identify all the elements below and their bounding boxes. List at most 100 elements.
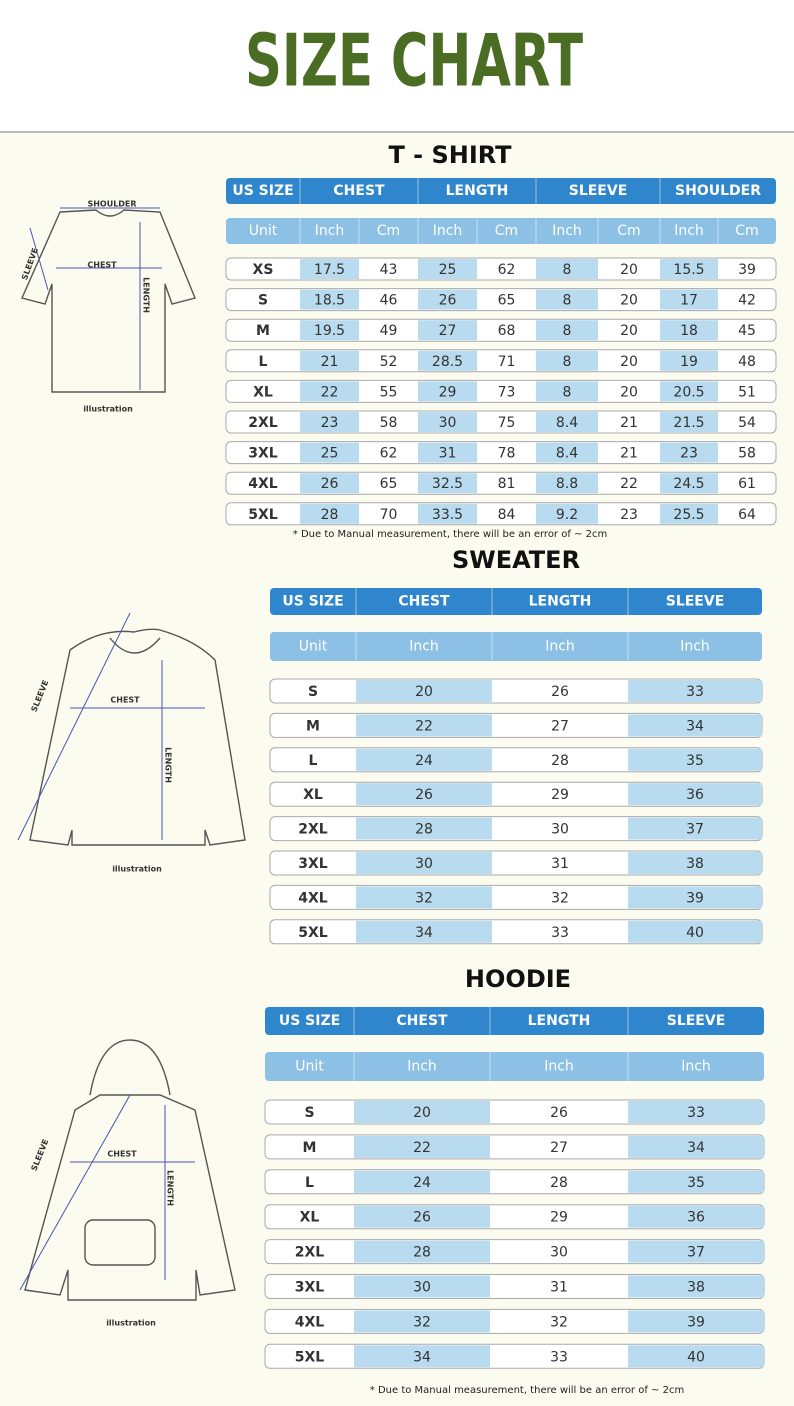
measurement-cell: 17 <box>680 293 698 309</box>
measurement-cell: 51 <box>738 384 756 400</box>
header-cell: US SIZE <box>282 594 343 610</box>
measurement-cell: 73 <box>498 384 516 400</box>
sweater-collar <box>109 637 161 654</box>
measurement-cell: 22 <box>620 476 638 492</box>
measurement-cell: 28 <box>550 1175 568 1191</box>
measurement-cell: 52 <box>380 354 398 370</box>
measurement-cell: 35 <box>687 1175 705 1191</box>
shaded-cell <box>300 289 359 310</box>
shaded-cell <box>628 1135 764 1158</box>
shaded-cell <box>628 714 762 737</box>
shaded-cell <box>660 412 718 432</box>
measurement-cell: 9.2 <box>556 507 578 523</box>
shaded-cell <box>356 817 492 840</box>
measurement-cell: 40 <box>687 1349 705 1365</box>
measurement-cell: 24 <box>413 1175 431 1191</box>
measurement-note: * Due to Manual measurement, there will … <box>293 529 607 540</box>
measurement-cell: 31 <box>550 1280 568 1296</box>
unit-row <box>265 1052 764 1081</box>
header-cell: LENGTH <box>528 1013 591 1029</box>
size-label: XL <box>300 1210 320 1226</box>
measurement-cell: 39 <box>687 1314 705 1330</box>
shaded-cell <box>356 680 492 702</box>
header-cell: LENGTH <box>446 183 509 199</box>
shaded-cell <box>418 289 477 310</box>
tshirt-outline <box>21 209 196 393</box>
measurement-cell: 23 <box>620 507 638 523</box>
measurement-cell: 39 <box>686 890 704 906</box>
measurement-cell: 29 <box>550 1210 568 1226</box>
measurement-cell: 21.5 <box>673 415 704 431</box>
measurement-cell: 22 <box>413 1140 431 1156</box>
unit-cell: Inch <box>552 223 582 239</box>
measurement-cell: 71 <box>498 354 516 370</box>
measurement-cell: 75 <box>498 415 516 431</box>
measurement-cell: 34 <box>686 718 704 734</box>
shaded-cell <box>356 886 492 909</box>
measurement-cell: 29 <box>551 787 569 803</box>
measurement-cell: 8 <box>563 323 572 339</box>
dimension-lines <box>29 207 162 390</box>
measurement-cell: 18.5 <box>314 293 345 309</box>
shaded-cell <box>628 852 762 874</box>
shaded-cell <box>354 1135 490 1158</box>
header-cell: LENGTH <box>529 594 592 610</box>
measurement-cell: 39 <box>738 262 756 278</box>
shaded-cell <box>418 442 477 463</box>
shaded-cell <box>300 259 359 279</box>
measurement-cell: 34 <box>687 1140 705 1156</box>
measurement-cell: 27 <box>551 718 569 734</box>
shaded-cell <box>628 783 762 806</box>
measurement-cell: 25 <box>439 262 457 278</box>
header-row <box>265 1007 764 1035</box>
measurement-cell: 65 <box>498 293 516 309</box>
measurement-cell: 18 <box>680 323 698 339</box>
shaded-cell <box>300 320 359 341</box>
shaded-cell <box>354 1275 490 1298</box>
measurement-cell: 65 <box>380 476 398 492</box>
shaded-cell <box>628 748 762 771</box>
size-label: M <box>303 1140 317 1156</box>
measurement-cell: 33 <box>686 684 704 700</box>
unit-row <box>270 632 762 661</box>
shaded-cell <box>536 442 598 463</box>
measurement-cell: 29 <box>439 384 457 400</box>
shaded-cell <box>418 350 477 371</box>
measurement-cell: 28 <box>551 753 569 769</box>
header-row <box>226 178 776 204</box>
shaded-cell <box>356 748 492 771</box>
shaded-cell <box>536 503 598 524</box>
measurement-cell: 30 <box>415 856 433 872</box>
measurement-cell: 81 <box>498 476 516 492</box>
measurement-cell: 21 <box>620 446 638 462</box>
shaded-cell <box>660 503 718 524</box>
measurement-cell: 20.5 <box>673 384 704 400</box>
size-label: 5XL <box>248 507 278 523</box>
section-title: SWEATER <box>452 546 580 574</box>
size-label: M <box>306 718 320 734</box>
measurement-cell: 42 <box>738 293 756 309</box>
measurement-cell: 36 <box>687 1210 705 1226</box>
measurement-cell: 27 <box>439 323 457 339</box>
size-label: XL <box>253 384 273 400</box>
measurement-cell: 20 <box>620 262 638 278</box>
size-row <box>225 349 777 373</box>
measurement-cell: 46 <box>380 293 398 309</box>
measurement-cell: 20 <box>415 684 433 700</box>
shaded-cell <box>536 350 598 371</box>
illustration-label: LENGTH <box>142 277 151 313</box>
measurement-cell: 25 <box>321 446 339 462</box>
measurement-cell: 43 <box>380 262 398 278</box>
shaded-cell <box>536 381 598 402</box>
measurement-cell: 28 <box>413 1245 431 1261</box>
measurement-cell: 8 <box>563 262 572 278</box>
measurement-cell: 62 <box>380 446 398 462</box>
unit-cell: Inch <box>674 223 704 239</box>
size-row <box>225 441 777 465</box>
header-cell: CHEST <box>333 183 385 199</box>
measurement-cell: 30 <box>550 1245 568 1261</box>
measurement-cell: 62 <box>498 262 516 278</box>
shaded-cell <box>628 1310 764 1333</box>
measurement-cell: 17.5 <box>314 262 345 278</box>
size-label: 3XL <box>298 856 328 872</box>
